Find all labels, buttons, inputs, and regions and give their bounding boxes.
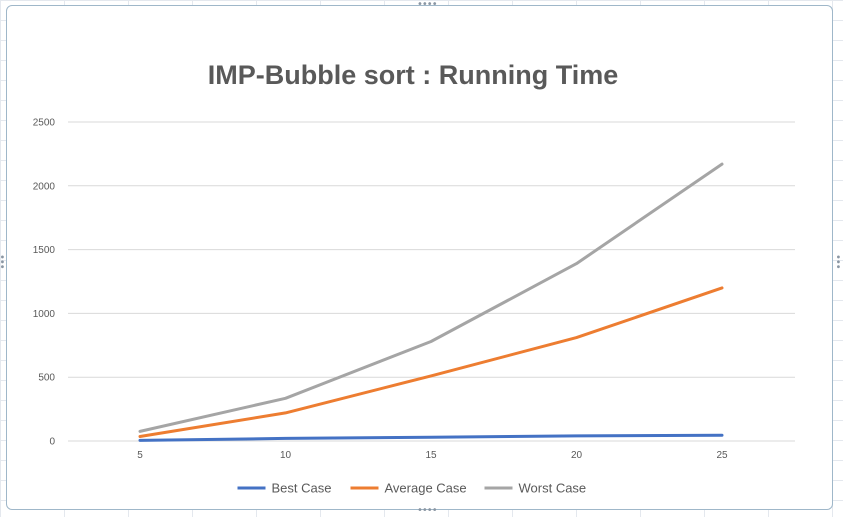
resize-handle-top[interactable]: •••• bbox=[417, 0, 438, 10]
legend-item-average-case: Average Case bbox=[350, 481, 467, 496]
x-tick-label: 25 bbox=[716, 450, 728, 461]
y-tick-label: 1000 bbox=[33, 309, 56, 320]
legend: Best Case Average Case Worst Case bbox=[237, 481, 587, 496]
y-tick-label: 0 bbox=[49, 437, 55, 448]
series-lines bbox=[138, 162, 724, 442]
x-tick-label: 20 bbox=[571, 450, 583, 461]
series-line-worst-case bbox=[138, 162, 724, 433]
x-tick-label: 10 bbox=[280, 450, 292, 461]
series-line-best-case bbox=[138, 433, 724, 442]
x-tick-label: 15 bbox=[425, 450, 437, 461]
y-axis-tick-labels: 0 500 1000 1500 2000 2500 bbox=[33, 118, 56, 448]
resize-handle-right[interactable]: ••• bbox=[832, 254, 843, 269]
chart-title: IMP-Bubble sort : Running Time bbox=[208, 60, 618, 90]
x-tick-label: 5 bbox=[137, 450, 143, 461]
legend-item-best-case: Best Case bbox=[237, 481, 332, 496]
y-tick-label: 2000 bbox=[33, 181, 56, 192]
legend-label: Average Case bbox=[385, 481, 467, 496]
legend-item-worst-case: Worst Case bbox=[484, 481, 587, 496]
legend-label: Best Case bbox=[272, 481, 332, 496]
resize-handle-left[interactable]: ••• bbox=[0, 254, 7, 269]
series-line-average-case bbox=[138, 286, 724, 438]
resize-handle-bottom[interactable]: •••• bbox=[417, 505, 438, 516]
y-tick-label: 2500 bbox=[33, 118, 56, 129]
y-tick-label: 500 bbox=[38, 373, 55, 384]
x-axis-tick-labels: 5 10 15 20 25 bbox=[137, 450, 728, 461]
gridlines bbox=[68, 121, 795, 442]
y-tick-label: 1500 bbox=[33, 245, 56, 256]
legend-label: Worst Case bbox=[519, 481, 587, 496]
